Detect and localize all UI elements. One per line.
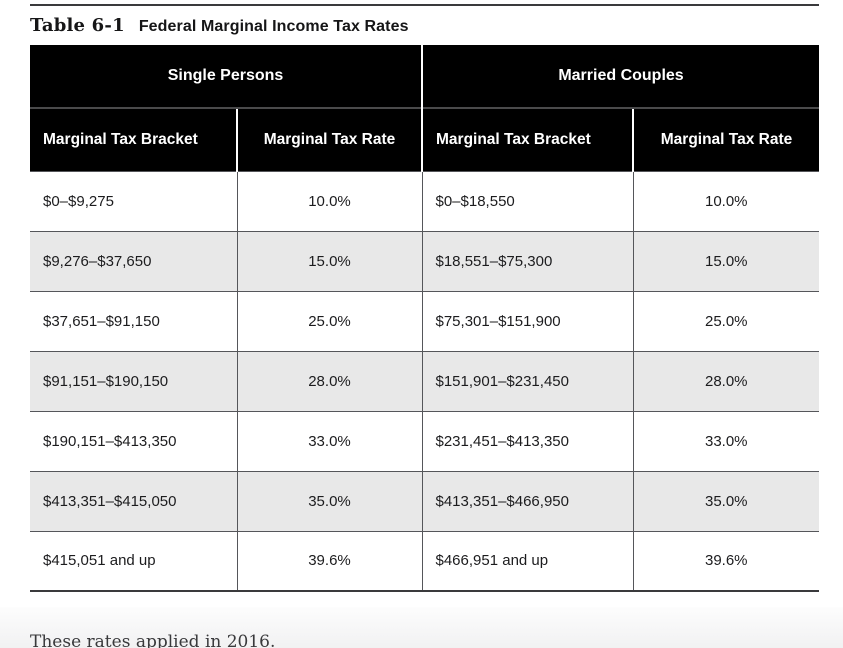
group-header-row: Single Persons Married Couples — [30, 45, 820, 108]
married-bracket-cell: $231,451–$413,350 — [421, 410, 633, 471]
married-bracket-cell: $466,951 and up — [421, 530, 633, 591]
table-title: Federal Marginal Income Tax Rates — [138, 18, 409, 35]
married-rate-cell: 25.0% — [632, 290, 820, 351]
federal-tax-rates-table: Single Persons Married Couples Marginal … — [30, 45, 820, 592]
single-bracket-cell: $415,051 and up — [30, 530, 237, 591]
tax-table-figure: Table 6-1 Federal Marginal Income Tax Ra… — [30, 4, 820, 592]
married-rate-cell: 10.0% — [632, 170, 820, 231]
figure-title: Table 6-1 Federal Marginal Income Tax Ra… — [30, 6, 819, 45]
married-bracket-cell: $151,901–$231,450 — [421, 350, 633, 411]
married-rate-cell: 39.6% — [632, 530, 820, 591]
table-row: $91,151–$190,150 28.0% $151,901–$231,450… — [30, 350, 820, 411]
group-header-single-persons: Single Persons — [30, 45, 422, 108]
footer-band: These rates applied in 2016. — [0, 607, 843, 648]
single-bracket-cell: $91,151–$190,150 — [30, 350, 237, 411]
single-bracket-cell: $190,151–$413,350 — [30, 410, 237, 471]
married-bracket-cell: $413,351–$466,950 — [421, 470, 633, 531]
single-rate-cell: 15.0% — [236, 230, 422, 291]
column-header-married-bracket: Marginal Tax Bracket — [421, 107, 633, 171]
column-header-row: Marginal Tax Bracket Marginal Tax Rate M… — [30, 107, 820, 171]
column-header-single-bracket: Marginal Tax Bracket — [30, 107, 237, 171]
table-header: Single Persons Married Couples Marginal … — [30, 45, 820, 171]
single-rate-cell: 35.0% — [236, 470, 422, 531]
table-row: $190,151–$413,350 33.0% $231,451–$413,35… — [30, 410, 820, 471]
single-rate-cell: 39.6% — [236, 530, 422, 591]
married-rate-cell: 15.0% — [632, 230, 820, 291]
married-rate-cell: 33.0% — [632, 410, 820, 471]
married-bracket-cell: $0–$18,550 — [421, 170, 633, 231]
table-row: $37,651–$91,150 25.0% $75,301–$151,900 2… — [30, 290, 820, 351]
single-rate-cell: 33.0% — [236, 410, 422, 471]
married-rate-cell: 35.0% — [632, 470, 820, 531]
single-bracket-cell: $0–$9,275 — [30, 170, 237, 231]
page: Table 6-1 Federal Marginal Income Tax Ra… — [0, 4, 843, 648]
table-row: $413,351–$415,050 35.0% $413,351–$466,95… — [30, 470, 820, 531]
table-row: $0–$9,275 10.0% $0–$18,550 10.0% — [30, 170, 820, 231]
single-rate-cell: 10.0% — [236, 170, 422, 231]
married-bracket-cell: $75,301–$151,900 — [421, 290, 633, 351]
single-rate-cell: 25.0% — [236, 290, 422, 351]
group-header-married-couples: Married Couples — [420, 45, 820, 108]
single-bracket-cell: $9,276–$37,650 — [30, 230, 237, 291]
single-bracket-cell: $37,651–$91,150 — [30, 290, 237, 351]
single-rate-cell: 28.0% — [236, 350, 422, 411]
column-header-married-rate: Marginal Tax Rate — [631, 107, 820, 171]
table-footnote: These rates applied in 2016. — [30, 632, 276, 648]
married-bracket-cell: $18,551–$75,300 — [421, 230, 633, 291]
table-row: $415,051 and up 39.6% $466,951 and up 39… — [30, 530, 820, 591]
table-row: $9,276–$37,650 15.0% $18,551–$75,300 15.… — [30, 230, 820, 291]
table-number: Table 6-1 — [30, 15, 125, 36]
married-rate-cell: 28.0% — [632, 350, 820, 411]
single-bracket-cell: $413,351–$415,050 — [30, 470, 237, 531]
table-body: $0–$9,275 10.0% $0–$18,550 10.0% $9,276–… — [30, 170, 820, 591]
column-header-single-rate: Marginal Tax Rate — [236, 107, 422, 171]
